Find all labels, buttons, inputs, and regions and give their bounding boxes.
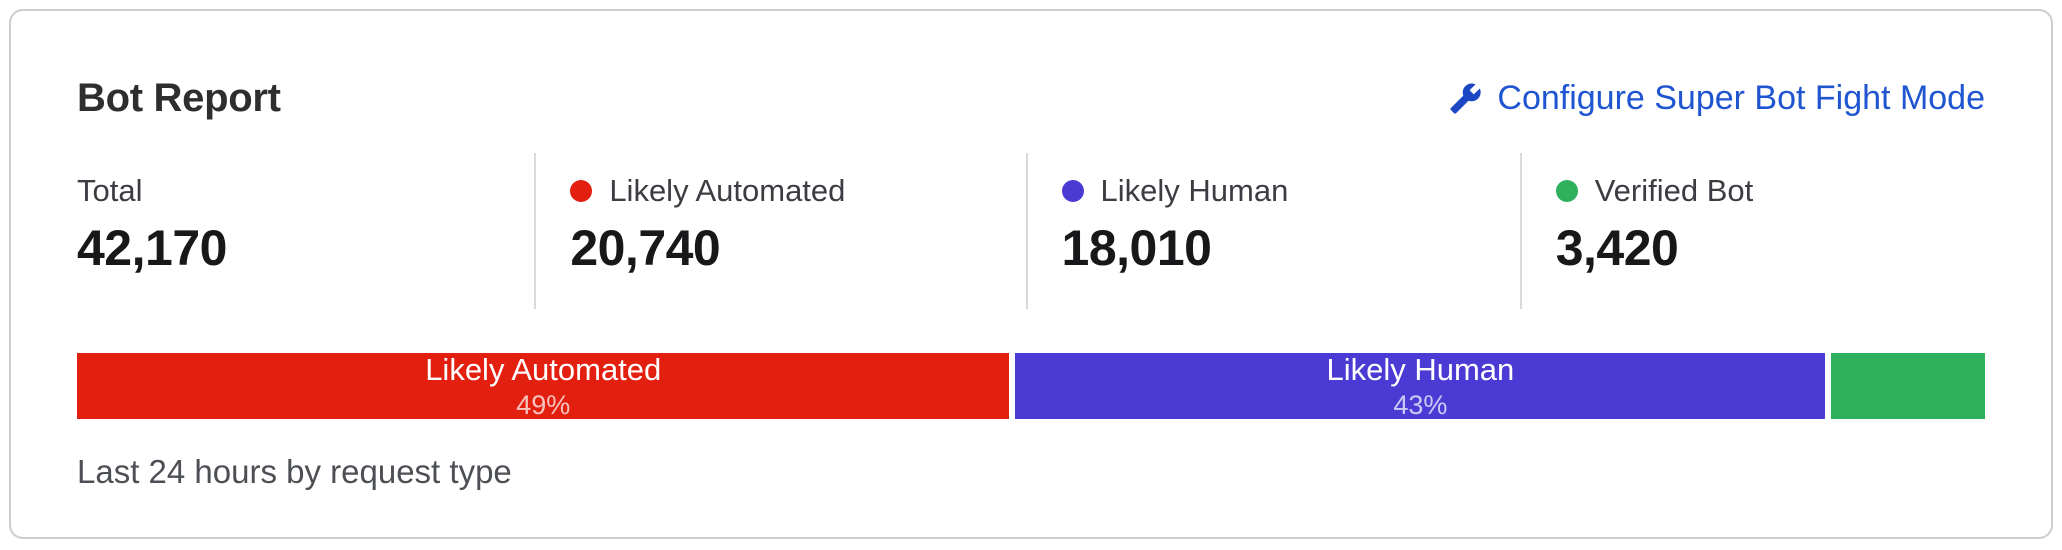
stat-likely-automated-value: 20,740 (570, 220, 721, 276)
request-type-stacked-bar: Likely Automated 49% Likely Human 43% (77, 353, 1985, 419)
likely-human-dot-icon (1061, 180, 1084, 202)
bot-report-card: Bot Report Configure Super Bot Fight Mod… (9, 9, 2053, 539)
stat-label-text: Likely Automated (609, 173, 846, 208)
bar-segment-label: Likely Human (1326, 353, 1515, 387)
configure-link-label: Configure Super Bot Fight Mode (1497, 79, 1985, 117)
stat-label-text: Likely Human (1100, 173, 1289, 208)
stat-likely-automated: Likely Automated 20,740 (534, 153, 1025, 309)
stat-verified-bot: Verified Bot 3,420 (1519, 153, 1985, 309)
bar-segment-percent: 43% (1393, 389, 1448, 420)
bar-segment-likely-automated: Likely Automated 49% (77, 353, 1010, 420)
page-title: Bot Report (77, 76, 281, 120)
bar-segment-verified-bot (1831, 353, 1985, 419)
stat-likely-human-label: Likely Human (1061, 173, 1520, 209)
verified-bot-dot-icon (1555, 180, 1578, 202)
stats-row: Total 42,170 Likely Automated 20,740 Lik… (77, 153, 1985, 309)
bar-segment-percent: 49% (516, 389, 571, 420)
wrench-icon (1449, 82, 1482, 115)
stat-verified-bot-label: Verified Bot (1555, 173, 1985, 209)
card-header: Bot Report Configure Super Bot Fight Mod… (77, 75, 1985, 121)
footer-caption: Last 24 hours by request type (77, 453, 512, 490)
stat-total-value: 42,170 (77, 220, 227, 276)
stat-likely-human-value: 18,010 (1061, 220, 1212, 276)
bar-segment-label: Likely Automated (425, 353, 662, 387)
bar-segment-likely-human: Likely Human 43% (1015, 353, 1826, 420)
stat-label-text: Verified Bot (1594, 173, 1754, 208)
stat-total: Total 42,170 (77, 153, 534, 309)
stat-verified-bot-value: 3,420 (1555, 220, 1679, 276)
likely-automated-dot-icon (570, 180, 593, 202)
stat-likely-automated-label: Likely Automated (570, 173, 1025, 209)
configure-super-bot-fight-mode-link[interactable]: Configure Super Bot Fight Mode (1449, 78, 1985, 118)
stat-total-label: Total (77, 173, 143, 208)
stat-likely-human: Likely Human 18,010 (1025, 153, 1520, 309)
